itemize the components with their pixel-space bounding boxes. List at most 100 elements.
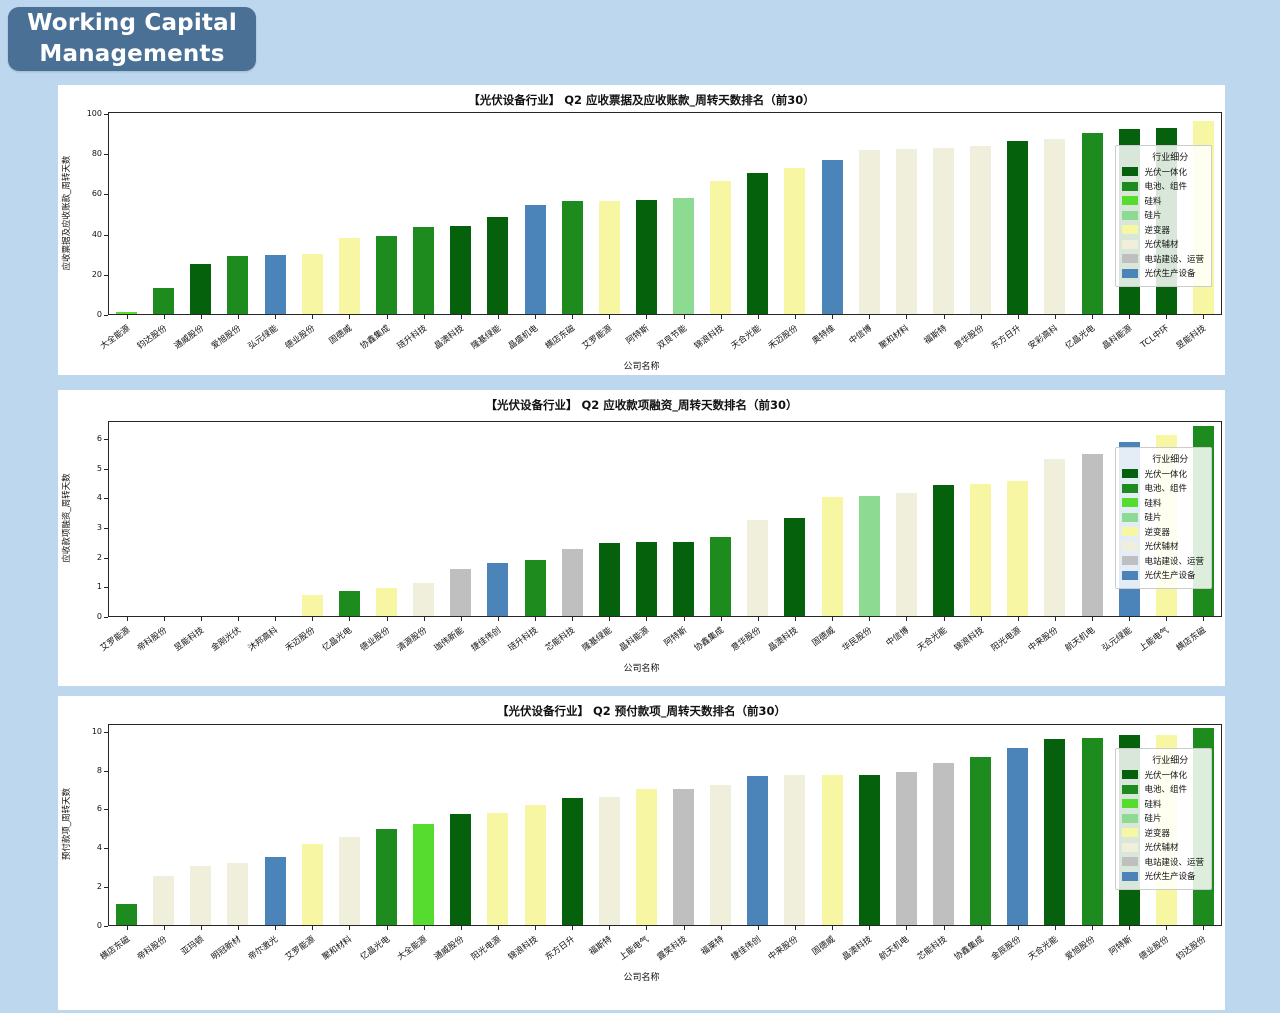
x-tick-mark	[200, 617, 202, 621]
y-tick-mark	[104, 468, 108, 470]
legend-swatch-icon	[1122, 483, 1139, 493]
x-tick-mark	[1129, 926, 1131, 930]
legend-swatch-icon	[1122, 239, 1139, 249]
x-tick-mark	[535, 315, 537, 319]
y-tick-label: 100	[86, 109, 102, 118]
x-tick-mark	[497, 315, 499, 319]
x-tick-mark	[237, 315, 239, 319]
bar	[970, 146, 992, 314]
legend: 行业细分 光伏一体化 电池、组件 硅料 硅片 逆变器 光伏辅材 电站建设、运营 光伏生产设备	[1115, 145, 1212, 287]
legend-entry: 光伏辅材	[1122, 238, 1204, 250]
x-tick-mark	[906, 617, 908, 621]
legend-swatch-icon	[1122, 498, 1139, 507]
page-title-line1: Working Capital	[27, 10, 237, 37]
bar	[970, 483, 992, 616]
bar	[673, 789, 695, 925]
x-axis-label: 公司名称	[623, 973, 660, 983]
bar	[1081, 737, 1103, 925]
bar	[116, 903, 138, 925]
legend-swatch-icon	[1122, 828, 1139, 837]
legend-swatch-icon	[1122, 167, 1139, 176]
y-tick-label: 0	[96, 921, 102, 930]
x-tick-mark	[572, 926, 574, 930]
x-tick-mark	[349, 315, 351, 319]
bar	[1007, 748, 1029, 925]
x-tick-mark	[386, 315, 388, 319]
x-tick-mark	[683, 315, 685, 319]
legend-entry: 硅料	[1122, 195, 1204, 207]
legend-label: 光伏生产设备	[1144, 269, 1196, 279]
legend-entry: 逆变器	[1122, 224, 1204, 236]
x-tick-mark	[237, 617, 239, 621]
x-tick-mark	[163, 617, 165, 621]
x-tick-mark	[1017, 926, 1019, 930]
x-tick-mark	[1092, 617, 1094, 621]
x-tick-mark	[646, 617, 648, 621]
y-tick-mark	[104, 809, 108, 811]
bar	[673, 541, 695, 616]
x-tick-mark	[1017, 315, 1019, 319]
legend-entry: 逆变器	[1122, 827, 1204, 839]
bar	[524, 559, 546, 616]
bar	[747, 519, 769, 616]
bar	[784, 518, 806, 616]
page-title-badge: Working Capital Managements	[8, 7, 256, 71]
bar	[376, 587, 397, 616]
y-tick-label: 80	[91, 149, 102, 159]
legend-label: 电站建设、运营	[1144, 857, 1204, 868]
x-tick-mark	[906, 926, 908, 930]
x-tick-mark	[1017, 617, 1019, 621]
x-axis-label: 公司名称	[623, 664, 660, 674]
bar	[338, 836, 360, 925]
legend-entry: 电池、组件	[1122, 180, 1204, 192]
x-tick-mark	[720, 617, 722, 621]
legend-swatch-icon	[1122, 225, 1139, 234]
legend-label: 硅料	[1144, 196, 1162, 207]
y-tick-mark	[104, 527, 108, 529]
x-tick-mark	[1054, 315, 1056, 319]
y-tick-mark	[104, 194, 108, 196]
y-tick-label: 20	[91, 269, 102, 279]
x-tick-mark	[460, 315, 462, 319]
bar	[413, 226, 435, 314]
y-tick-label: 60	[91, 189, 102, 199]
bar	[338, 590, 360, 616]
x-tick-mark	[349, 617, 351, 621]
x-tick-mark	[1166, 926, 1168, 930]
x-tick-mark	[423, 617, 425, 621]
x-tick-mark	[312, 617, 314, 621]
bar	[190, 865, 212, 925]
bar	[376, 235, 397, 314]
legend-entry: 光伏一体化	[1122, 468, 1204, 480]
bar	[747, 776, 769, 925]
bar	[858, 775, 880, 925]
x-tick-mark	[163, 315, 165, 319]
y-tick-mark	[104, 438, 108, 440]
legend-label: 光伏生产设备	[1144, 872, 1196, 882]
x-tick-mark	[832, 617, 834, 621]
legend-label: 硅片	[1144, 211, 1162, 221]
x-tick-mark	[1166, 617, 1168, 621]
x-tick-mark	[312, 315, 314, 319]
legend-swatch-icon	[1122, 556, 1139, 565]
bar	[1044, 139, 1066, 314]
legend-entry: 光伏生产设备	[1122, 267, 1204, 279]
x-tick-mark	[832, 315, 834, 319]
page-title-line2: Managements	[39, 41, 225, 67]
x-tick-mark	[237, 926, 239, 930]
legend-swatch-icon	[1122, 842, 1139, 852]
bar	[413, 583, 435, 616]
x-tick-mark	[126, 315, 128, 319]
x-tick-mark	[683, 926, 685, 930]
bar	[524, 804, 546, 925]
y-tick-label: 6	[96, 433, 102, 443]
x-tick-mark	[497, 926, 499, 930]
bar	[821, 497, 843, 616]
bar	[895, 492, 917, 616]
bar	[821, 775, 843, 925]
y-axis-label: 预付款项_周转天数	[62, 787, 72, 861]
bar	[450, 814, 472, 925]
x-tick-mark	[349, 926, 351, 930]
chart-panel-receivables: 【光伏设备行业】 Q2 应收票据及应收账款_周转天数排名（前30） 应收票据及应…	[58, 85, 1225, 375]
x-tick-mark	[460, 926, 462, 930]
